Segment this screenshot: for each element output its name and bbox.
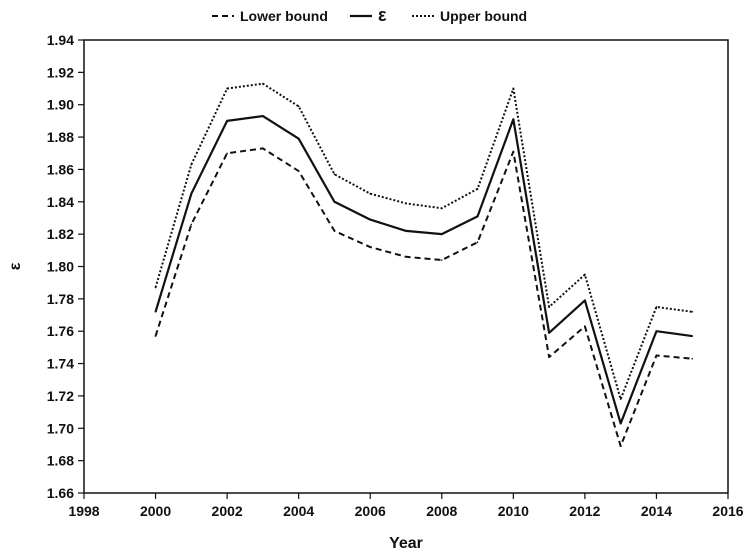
data-point — [226, 152, 228, 155]
legend-label: Upper bound — [440, 8, 527, 24]
x-tick-label: 2004 — [283, 503, 314, 519]
plot-frame — [83, 39, 729, 494]
x-tick-label: 2012 — [569, 503, 600, 519]
data-point — [154, 311, 157, 313]
y-tick-label: 1.82 — [47, 226, 74, 242]
data-point — [584, 325, 586, 328]
data-point — [369, 192, 372, 195]
data-point — [440, 233, 443, 235]
data-point — [512, 150, 515, 153]
y-tick-label: 1.84 — [47, 194, 74, 210]
data-point — [405, 230, 407, 232]
data-point — [333, 230, 336, 232]
data-point — [226, 120, 228, 122]
y-tick-label: 1.90 — [47, 97, 74, 113]
y-tick-label: 1.66 — [47, 485, 74, 501]
series-line-upper-bound — [154, 82, 693, 401]
data-point — [476, 188, 479, 190]
legend-label: ε — [378, 5, 387, 25]
data-point — [512, 87, 515, 90]
y-tick-label: 1.80 — [47, 259, 74, 275]
data-point — [691, 357, 694, 360]
data-point — [548, 332, 550, 334]
data-point — [584, 299, 586, 302]
data-point — [262, 82, 264, 85]
data-point — [619, 445, 622, 447]
data-point — [190, 163, 193, 166]
data-point — [691, 311, 694, 313]
data-point — [655, 330, 658, 333]
data-point — [190, 192, 193, 195]
data-point — [548, 306, 550, 308]
data-point — [405, 202, 407, 205]
data-point — [297, 170, 300, 172]
data-point — [297, 105, 300, 108]
y-tick-label: 1.74 — [47, 356, 74, 372]
x-tick-label: 2000 — [140, 503, 171, 519]
data-point — [190, 223, 193, 226]
legend: Lower bound ε Upper bound — [212, 5, 527, 25]
data-point — [333, 200, 336, 203]
x-tick-label: 2014 — [641, 503, 672, 519]
y-tick-label: 1.72 — [47, 388, 74, 404]
x-axis-title: Year — [389, 535, 423, 552]
data-point — [440, 207, 443, 210]
x-tick-label: 2002 — [212, 503, 243, 519]
data-point — [655, 306, 658, 308]
y-tick-label: 1.88 — [47, 129, 74, 145]
y-tick-label: 1.86 — [47, 161, 74, 177]
x-tick-label: 1998 — [68, 503, 99, 519]
series-line-lower-bound — [154, 147, 693, 448]
x-tick-label: 2008 — [426, 503, 457, 519]
series-line-epsilon — [154, 114, 693, 425]
x-tick-label: 2006 — [355, 503, 386, 519]
data-point — [691, 335, 694, 337]
data-point — [584, 273, 586, 276]
data-point — [154, 335, 157, 337]
data-point — [619, 422, 622, 425]
data-point — [333, 173, 336, 176]
data-point — [369, 246, 372, 248]
legend-label: Lower bound — [240, 8, 328, 24]
y-tick-label: 1.70 — [47, 420, 74, 436]
plot-area — [154, 82, 694, 448]
x-tick-label: 2016 — [712, 503, 743, 519]
data-point — [440, 259, 443, 261]
data-point — [226, 87, 228, 90]
axes: 1998 2000 2002 2004 2006 2008 2010 2012 2014 2016… — [47, 32, 744, 519]
y-tick-label: 1.68 — [47, 453, 74, 469]
data-point — [154, 286, 157, 289]
data-point — [619, 398, 622, 400]
data-point — [548, 356, 550, 358]
data-point — [512, 118, 515, 121]
data-point — [655, 354, 658, 357]
data-point — [476, 215, 479, 218]
data-point — [297, 137, 300, 140]
data-point — [369, 218, 372, 221]
y-tick-label: 1.76 — [47, 323, 74, 339]
data-point — [405, 255, 407, 258]
y-tick-label: 1.92 — [47, 64, 74, 80]
x-tick-label: 2010 — [498, 503, 529, 519]
y-tick-label: 1.78 — [47, 291, 74, 307]
data-point — [476, 241, 479, 244]
data-point — [262, 147, 264, 150]
y-tick-label: 1.94 — [47, 32, 74, 48]
data-point — [262, 115, 264, 117]
y-axis-title: ε — [7, 262, 24, 270]
